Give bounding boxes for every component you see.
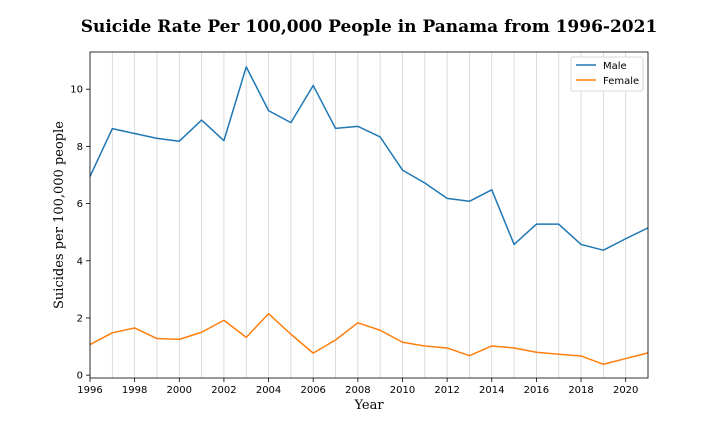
x-tick-label: 2002 [211, 385, 236, 396]
x-tick-label: 2008 [345, 385, 370, 396]
legend-label-female: Female [603, 76, 639, 87]
y-tick-label: 4 [77, 256, 83, 267]
x-tick-label: 2012 [434, 385, 459, 396]
grid-lines [89, 52, 649, 378]
x-tick-label: 2000 [167, 385, 192, 396]
series-lines [89, 66, 649, 366]
x-axis-ticks: 1996 1998 2000 2002 2004 2006 2008 2010 2012 2014… [77, 378, 638, 396]
y-tick-label: 0 [77, 371, 83, 382]
x-tick-label: 1996 [77, 385, 102, 396]
x-axis-label: Year [353, 398, 384, 413]
y-tick-label: 8 [77, 142, 83, 153]
x-tick-label: 2014 [479, 385, 504, 396]
x-tick-label: 1998 [122, 385, 147, 396]
plot-frame [89, 51, 649, 379]
series-line-female [89, 312, 649, 366]
y-tick-label: 6 [77, 199, 83, 210]
chart-title: Suicide Rate Per 100,000 People in Panam… [81, 17, 658, 37]
x-tick-label: 2006 [300, 385, 325, 396]
y-tick-label: 10 [70, 85, 83, 96]
series-line-male [89, 66, 649, 251]
y-axis-label: Suicides per 100,000 people [52, 121, 67, 309]
y-tick-label: 2 [77, 313, 83, 324]
x-tick-label: 2018 [568, 385, 593, 396]
x-tick-label: 2004 [256, 385, 281, 396]
legend-label-male: Male [603, 61, 627, 72]
x-tick-label: 2020 [613, 385, 638, 396]
x-tick-label: 2016 [524, 385, 549, 396]
legend: Male Female [570, 56, 644, 92]
x-tick-label: 2010 [390, 385, 415, 396]
y-axis-ticks: 0 2 4 6 8 10 [70, 85, 90, 382]
